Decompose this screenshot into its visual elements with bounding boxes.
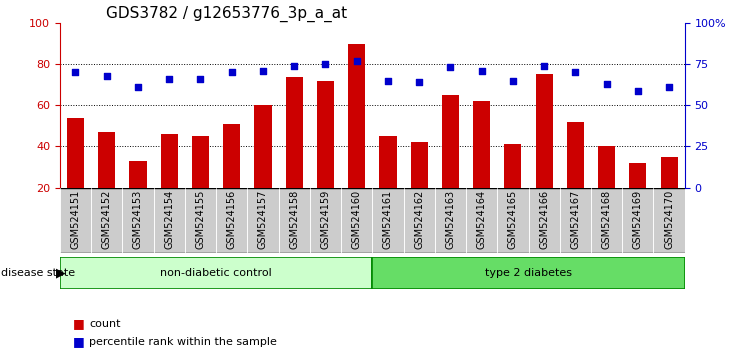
Bar: [536, 74, 553, 229]
Bar: [442, 95, 459, 229]
Bar: [185, 188, 216, 253]
Text: GSM524166: GSM524166: [539, 190, 549, 249]
Bar: [560, 188, 591, 253]
Bar: [216, 188, 247, 253]
Bar: [504, 144, 521, 229]
Bar: [380, 136, 396, 229]
Bar: [341, 188, 372, 253]
Point: [288, 63, 300, 69]
Text: GSM524158: GSM524158: [289, 190, 299, 249]
Point: [476, 68, 488, 74]
Bar: [591, 188, 622, 253]
Point: [69, 70, 81, 75]
Text: GDS3782 / g12653776_3p_a_at: GDS3782 / g12653776_3p_a_at: [106, 5, 347, 22]
Bar: [310, 188, 341, 253]
Bar: [566, 122, 584, 229]
Bar: [129, 161, 147, 229]
Point: [195, 76, 207, 82]
Point: [351, 58, 363, 64]
Bar: [192, 136, 209, 229]
Text: GSM524162: GSM524162: [414, 190, 424, 249]
Bar: [529, 188, 560, 253]
Bar: [91, 188, 123, 253]
Bar: [254, 105, 272, 229]
Bar: [60, 188, 91, 253]
Point: [164, 76, 175, 82]
Text: GSM524160: GSM524160: [352, 190, 361, 249]
Text: GSM524157: GSM524157: [258, 190, 268, 249]
Bar: [67, 118, 84, 229]
Text: GSM524163: GSM524163: [445, 190, 456, 249]
Bar: [372, 188, 404, 253]
Text: non-diabetic control: non-diabetic control: [160, 268, 272, 278]
Text: GSM524165: GSM524165: [508, 190, 518, 249]
Text: GSM524151: GSM524151: [71, 190, 80, 249]
Bar: [622, 188, 653, 253]
Text: GSM524164: GSM524164: [477, 190, 487, 249]
Bar: [473, 101, 491, 229]
Text: GSM524156: GSM524156: [227, 190, 237, 249]
Text: GSM524152: GSM524152: [101, 190, 112, 249]
Bar: [435, 188, 466, 253]
Bar: [372, 257, 685, 289]
Bar: [60, 257, 372, 289]
Bar: [348, 44, 365, 229]
Bar: [497, 188, 529, 253]
Point: [320, 61, 331, 67]
Bar: [285, 76, 303, 229]
Text: GSM524154: GSM524154: [164, 190, 174, 249]
Bar: [653, 188, 685, 253]
Text: GSM524169: GSM524169: [633, 190, 643, 249]
Point: [101, 73, 112, 79]
Bar: [123, 188, 153, 253]
Bar: [317, 81, 334, 229]
Text: GSM524161: GSM524161: [383, 190, 393, 249]
Text: GSM524153: GSM524153: [133, 190, 143, 249]
Point: [664, 84, 675, 90]
Bar: [629, 163, 647, 229]
Point: [632, 88, 644, 93]
Point: [257, 68, 269, 74]
Bar: [247, 188, 279, 253]
Point: [601, 81, 612, 87]
Bar: [153, 188, 185, 253]
Bar: [279, 188, 310, 253]
Text: disease state: disease state: [1, 268, 76, 278]
Text: count: count: [89, 319, 120, 329]
Bar: [661, 157, 677, 229]
Point: [569, 70, 581, 75]
Point: [226, 70, 237, 75]
Bar: [598, 147, 615, 229]
Text: ■: ■: [73, 318, 85, 330]
Bar: [98, 132, 115, 229]
Bar: [404, 188, 435, 253]
Text: GSM524170: GSM524170: [664, 190, 674, 249]
Text: ■: ■: [73, 335, 85, 348]
Point: [538, 63, 550, 69]
Bar: [466, 188, 497, 253]
Text: GSM524168: GSM524168: [602, 190, 612, 249]
Point: [507, 78, 519, 84]
Text: type 2 diabetes: type 2 diabetes: [485, 268, 572, 278]
Text: GSM524155: GSM524155: [196, 190, 205, 249]
Bar: [223, 124, 240, 229]
Text: GSM524159: GSM524159: [320, 190, 331, 249]
Point: [445, 65, 456, 70]
Text: percentile rank within the sample: percentile rank within the sample: [89, 337, 277, 347]
Text: GSM524167: GSM524167: [570, 190, 580, 249]
Point: [132, 84, 144, 90]
Bar: [161, 134, 178, 229]
Point: [382, 78, 393, 84]
Point: [413, 79, 425, 85]
Bar: [410, 142, 428, 229]
Text: ▶: ▶: [56, 266, 66, 279]
